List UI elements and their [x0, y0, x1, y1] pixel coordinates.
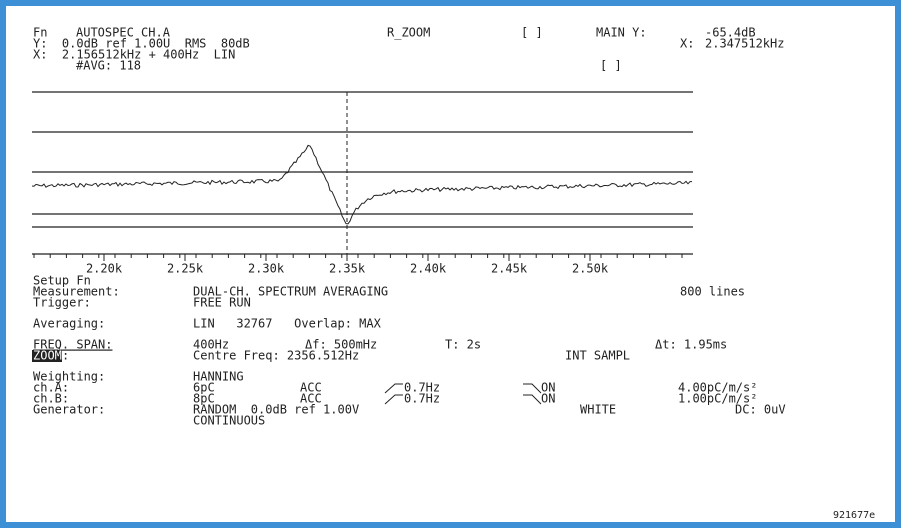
text: ch.A: [33, 381, 69, 395]
text: Setup Fn [33, 274, 91, 288]
text: DUAL-CH. SPECTRUM AVERAGING [193, 285, 388, 299]
icon [523, 394, 542, 405]
text: ON [541, 392, 555, 406]
text: Δf: 500mHz [305, 338, 377, 352]
text: MAIN Y: [596, 26, 647, 40]
highlight [32, 350, 62, 362]
figure-id: 921677e [833, 510, 875, 521]
text: : [62, 349, 69, 363]
text: X: 2.156512kHz + 400Hz LIN [33, 48, 235, 62]
x-tick-label: 2.35k [329, 262, 366, 276]
text: T: 2s [445, 338, 481, 352]
text: 8pC [193, 392, 215, 406]
x-tick-label: 2.25k [167, 262, 204, 276]
text: ACC [300, 392, 322, 406]
x-tick-label: 2.50k [572, 262, 609, 276]
text: 800 lines [680, 285, 745, 299]
text: ON [541, 381, 555, 395]
text: WHITE [580, 403, 616, 417]
text: LIN 32767 Overlap: MAX [193, 317, 382, 331]
text: 1.00pC/m/s² [678, 392, 757, 406]
text: X: [680, 37, 694, 51]
text: 4.00pC/m/s² [678, 381, 757, 395]
x-tick-label: 2.45k [491, 262, 528, 276]
text: 400Hz [193, 338, 229, 352]
icon [384, 383, 403, 394]
text: INT SAMPL [565, 349, 630, 363]
text: -65.4dB [705, 26, 756, 40]
text: ZOOM [33, 349, 62, 363]
text: AUTOSPEC CH.A [76, 26, 171, 40]
text: #AVG: 118 [76, 59, 141, 73]
text: 0.7Hz [404, 392, 440, 406]
x-tick-label: 2.40k [410, 262, 447, 276]
text: Generator: [33, 403, 105, 417]
header: Fn AUTOSPEC CH.A R_ZOOM [ ] MAIN Y: -65.… [33, 26, 784, 73]
text: FREE RUN [193, 296, 251, 310]
text: Measurement: [33, 285, 120, 299]
setup: Setup Fn Measurement: DUAL-CH. SPECTRUM … [32, 274, 786, 428]
text: FREQ. SPAN: [33, 338, 112, 352]
text: ACC [300, 381, 322, 395]
text: Trigger: [33, 296, 91, 310]
text: 6pC [193, 381, 215, 395]
x-tick-label: 2.30k [248, 262, 285, 276]
x-tick-label: 2.20k [86, 262, 123, 276]
text: HANNING [193, 370, 244, 384]
text: RANDOM 0.0dB ref 1.00V [193, 403, 359, 417]
text: CONTINUOUS [193, 414, 265, 428]
trace [31, 144, 692, 225]
icon [523, 383, 542, 394]
text: Centre Freq: 2356.512Hz [193, 349, 359, 363]
text: Fn [33, 26, 47, 40]
icon [384, 394, 403, 405]
text: Y: 0.0dB ref 1.00U RMS 80dB [33, 37, 250, 51]
text: ch.B: [33, 392, 69, 406]
text: [ ] [521, 26, 543, 40]
text: [ ] [600, 59, 622, 73]
text: 2.347512kHz [705, 37, 784, 51]
ticks: 2.20k 2.25k 2.30k 2.35k 2.40k 2.45k 2.50k [33, 254, 683, 276]
text: Averaging: [33, 317, 105, 331]
text: Weighting: [33, 370, 105, 384]
text: R_ZOOM [387, 26, 430, 40]
plot: 2.20k 2.25k 2.30k 2.35k 2.40k 2.45k 2.50k [31, 91, 693, 276]
text: 0.7Hz [404, 381, 440, 395]
text: DC: 0uV [735, 403, 786, 417]
text: Δt: 1.95ms [655, 338, 727, 352]
